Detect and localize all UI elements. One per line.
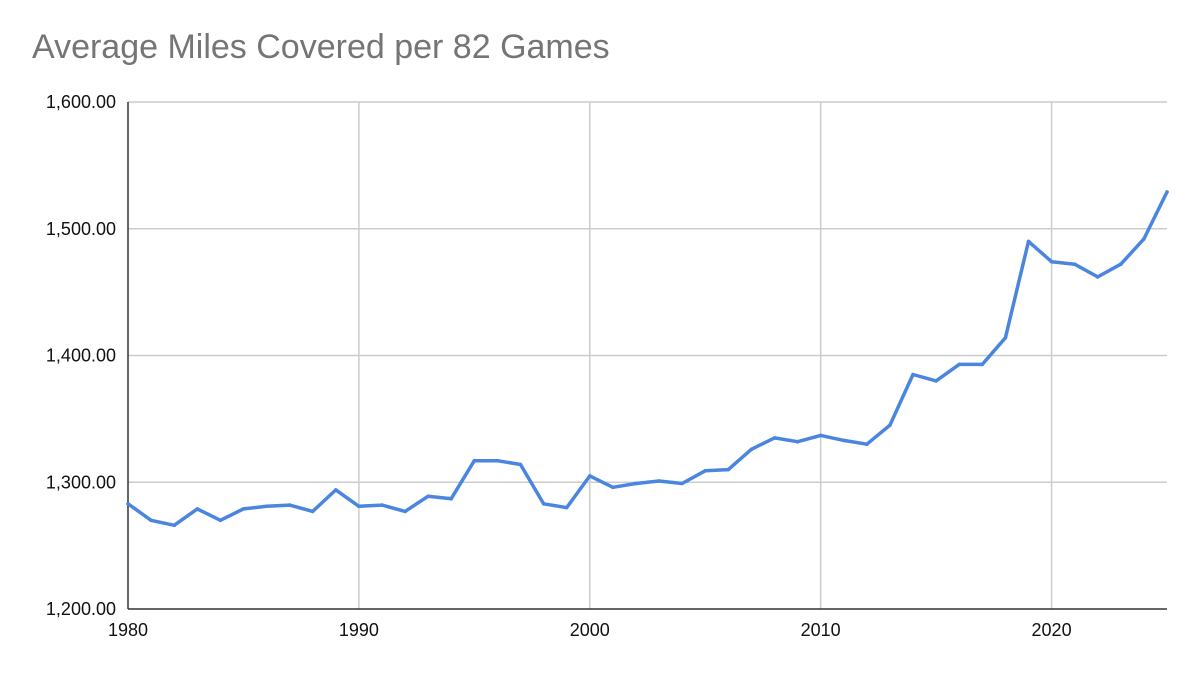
y-tick-label: 1,600.00 — [46, 92, 116, 112]
data-point — [1026, 239, 1031, 244]
data-point — [588, 474, 592, 478]
y-tick-label: 1,200.00 — [46, 599, 116, 619]
data-point — [703, 469, 707, 473]
y-tick-label: 1,400.00 — [46, 346, 116, 366]
data-point — [1119, 262, 1123, 267]
data-point — [657, 479, 661, 483]
series-line — [126, 190, 1169, 528]
axes — [127, 102, 1167, 610]
x-tick-label: 1990 — [339, 620, 379, 640]
y-tick-label: 1,300.00 — [46, 472, 116, 492]
grid — [128, 101, 1167, 609]
data-point — [195, 507, 200, 511]
data-point — [495, 458, 500, 463]
data-point — [795, 439, 800, 444]
data-point — [980, 362, 985, 367]
data-point — [865, 442, 869, 447]
data-point — [888, 423, 892, 428]
data-point — [403, 509, 407, 514]
data-point — [726, 467, 731, 472]
data-point — [564, 505, 569, 510]
series — [126, 190, 1169, 528]
y-tick-labels: 1,200.00 1,300.00 1,400.00 1,500.00 1,600.00 — [46, 92, 116, 619]
data-point — [357, 504, 361, 509]
data-point — [957, 362, 961, 367]
y-tick-label: 1,500.00 — [46, 219, 116, 239]
data-point — [241, 507, 246, 511]
chart-title: Average Miles Covered per 82 Games — [32, 28, 610, 66]
data-point — [541, 502, 546, 506]
data-point — [1165, 190, 1169, 194]
data-point — [426, 494, 431, 499]
data-point — [149, 518, 153, 523]
data-point — [772, 436, 777, 440]
data-point — [449, 496, 454, 501]
data-point — [818, 433, 823, 438]
data-point — [218, 518, 223, 523]
x-tick-label: 2000 — [570, 620, 610, 640]
data-point — [1003, 336, 1008, 340]
data-point — [334, 488, 338, 492]
x-tick-labels: 1980 1990 2000 2010 2020 — [108, 620, 1072, 640]
data-point — [749, 447, 754, 452]
x-tick-label: 2010 — [801, 620, 841, 640]
data-point — [611, 485, 615, 490]
data-point — [1049, 259, 1054, 264]
data-point — [310, 509, 315, 514]
data-point — [680, 481, 684, 486]
data-point — [1095, 275, 1100, 279]
data-point — [1142, 237, 1146, 241]
data-point — [264, 504, 269, 509]
data-point — [172, 523, 176, 528]
data-point — [842, 438, 846, 443]
data-point — [126, 502, 130, 506]
data-point — [287, 503, 292, 507]
data-point — [934, 379, 938, 383]
data-point — [634, 481, 638, 486]
data-point — [911, 372, 915, 377]
data-point — [518, 462, 523, 467]
x-tick-label: 2020 — [1032, 620, 1072, 640]
x-tick-label: 1980 — [108, 620, 148, 640]
data-point — [380, 503, 384, 507]
data-point — [472, 458, 477, 463]
data-point — [1072, 262, 1077, 267]
